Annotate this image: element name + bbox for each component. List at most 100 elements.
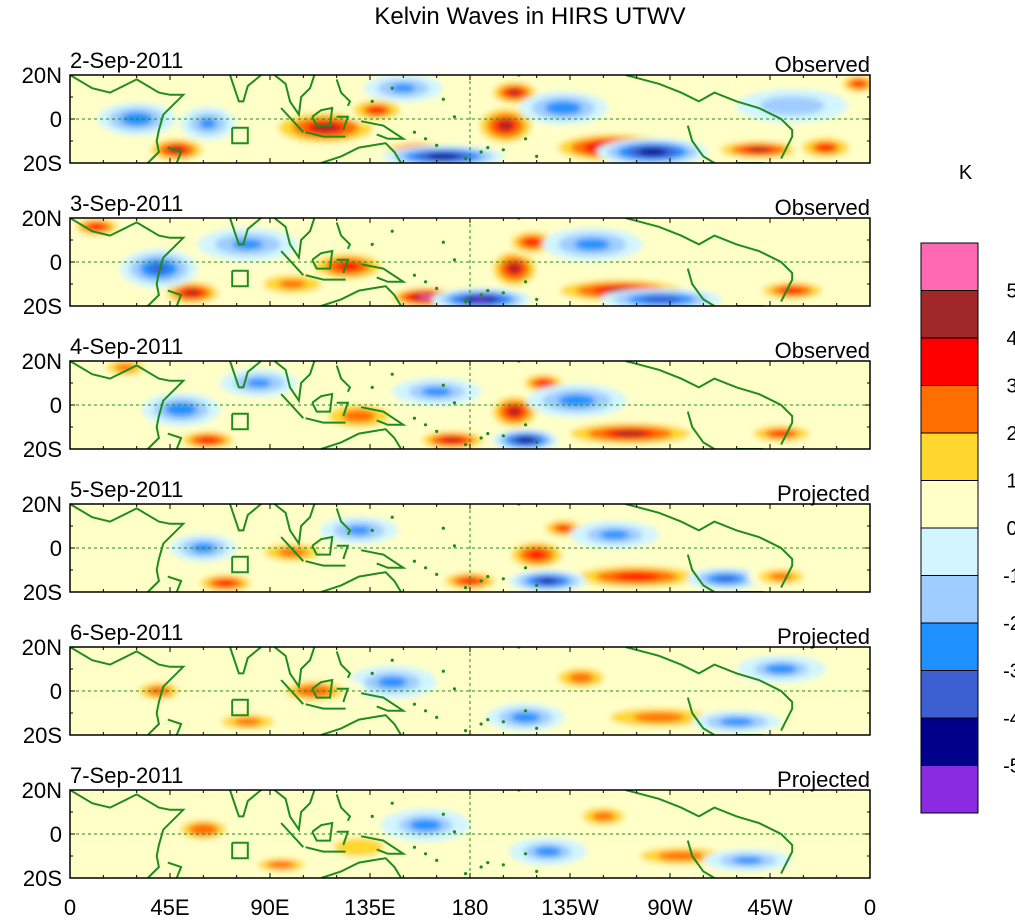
coastline [231, 269, 249, 288]
island-dot [370, 385, 374, 389]
anomaly-contour [185, 290, 199, 296]
anomaly-contour [90, 224, 103, 230]
coastline [280, 822, 305, 848]
x-tick-label: 90E [250, 895, 289, 920]
coastline [311, 392, 334, 413]
anomaly-contour [508, 264, 521, 274]
coastline [335, 365, 352, 393]
colorbar-label: 5 [1006, 281, 1015, 303]
coastline [311, 678, 334, 699]
y-tick-label: 20N [22, 349, 62, 374]
coastline [336, 544, 350, 560]
coastline [229, 361, 262, 389]
chart-title: Kelvin Waves in HIRS UTWV [374, 3, 685, 30]
anomaly-contour [619, 573, 654, 580]
anomaly-contour [419, 295, 432, 299]
coastline [167, 146, 183, 163]
anomaly-contour [519, 438, 532, 443]
y-tick-label: 20S [23, 151, 62, 176]
island-dot [452, 687, 457, 691]
anomaly-contour [246, 378, 271, 388]
island-dot [435, 143, 439, 147]
island-dot [390, 229, 394, 233]
coastline [280, 536, 305, 562]
colorbar-label: 2 [1006, 423, 1015, 445]
coastline [231, 841, 249, 860]
coastline [625, 361, 794, 446]
coastline [311, 821, 334, 842]
coastline [231, 555, 249, 574]
island-dot [463, 729, 468, 733]
panel: 4-Sep-2011 Observed 20N 0 20S [22, 334, 871, 462]
x-tick-label: 180 [452, 895, 489, 920]
island-dot [523, 709, 528, 713]
colorbar-swatch [920, 670, 979, 719]
colorbar-swatch [920, 337, 979, 386]
island-dot [452, 258, 457, 262]
anomaly-contour [592, 811, 615, 822]
island-dot [390, 515, 394, 519]
colorbar-label: 3 [1006, 376, 1015, 398]
coastlines [70, 75, 794, 163]
panel-kind-label: Observed [775, 52, 870, 77]
anomaly-contour [473, 297, 490, 302]
y-tick-label: 20S [23, 437, 62, 462]
anomaly-contour [771, 99, 814, 113]
island-dot [441, 812, 445, 816]
island-dot [479, 150, 483, 154]
coastline [280, 250, 305, 276]
panel-date-label: 4-Sep-2011 [70, 334, 183, 359]
colorbar-swatch [920, 575, 979, 624]
island-dot [501, 577, 505, 581]
anomaly-contour [748, 147, 770, 153]
y-tick-label: 20N [22, 492, 62, 517]
island-dot [423, 566, 428, 570]
island-dot [486, 432, 490, 436]
coastline [273, 75, 316, 118]
anomaly-contour [346, 526, 371, 535]
island-dot [463, 872, 468, 876]
coastline [167, 432, 183, 449]
anomaly-contour [200, 437, 215, 443]
anomaly-contour [498, 121, 513, 131]
island-dot [441, 526, 445, 530]
y-tick-label: 20S [23, 866, 62, 891]
coastline [625, 504, 794, 589]
coastline [311, 535, 334, 556]
island-dot [479, 436, 483, 440]
anomaly-contour [421, 387, 452, 397]
coastline [231, 698, 249, 717]
island-dot [412, 416, 417, 420]
coastline [336, 401, 350, 417]
coastline [305, 560, 346, 567]
x-tick-label: 45E [150, 895, 189, 920]
anomaly-contour [346, 411, 372, 421]
coastline [229, 647, 262, 675]
anomaly-contour [377, 676, 408, 688]
coastline [305, 846, 346, 853]
anomaly-contour [267, 860, 296, 869]
coastline [273, 790, 316, 833]
colorbar-swatch [920, 432, 979, 481]
colorbar-unit: K [959, 162, 973, 184]
island-dot [412, 130, 417, 134]
y-tick-label: 20S [23, 580, 62, 605]
island-dot [501, 291, 505, 295]
coastline [229, 218, 262, 246]
y-tick-label: 20N [22, 206, 62, 231]
island-dot [423, 280, 428, 284]
panel: 5-Sep-2011 Projected 20N 0 20S [22, 477, 871, 605]
coastline [320, 142, 402, 163]
island-dot [390, 658, 394, 662]
island-dot [535, 726, 539, 731]
island-dot [423, 423, 428, 427]
anomaly-contour [853, 81, 864, 87]
x-tick-label: 135W [541, 895, 599, 920]
colorbar-swatch [920, 242, 979, 291]
island-dot [452, 401, 457, 405]
anomaly-contour [648, 297, 674, 302]
x-tick-label: 135E [344, 895, 395, 920]
y-tick-label: 20N [22, 635, 62, 660]
anomaly-contour [391, 83, 416, 93]
colorbar-swatch [920, 385, 979, 434]
